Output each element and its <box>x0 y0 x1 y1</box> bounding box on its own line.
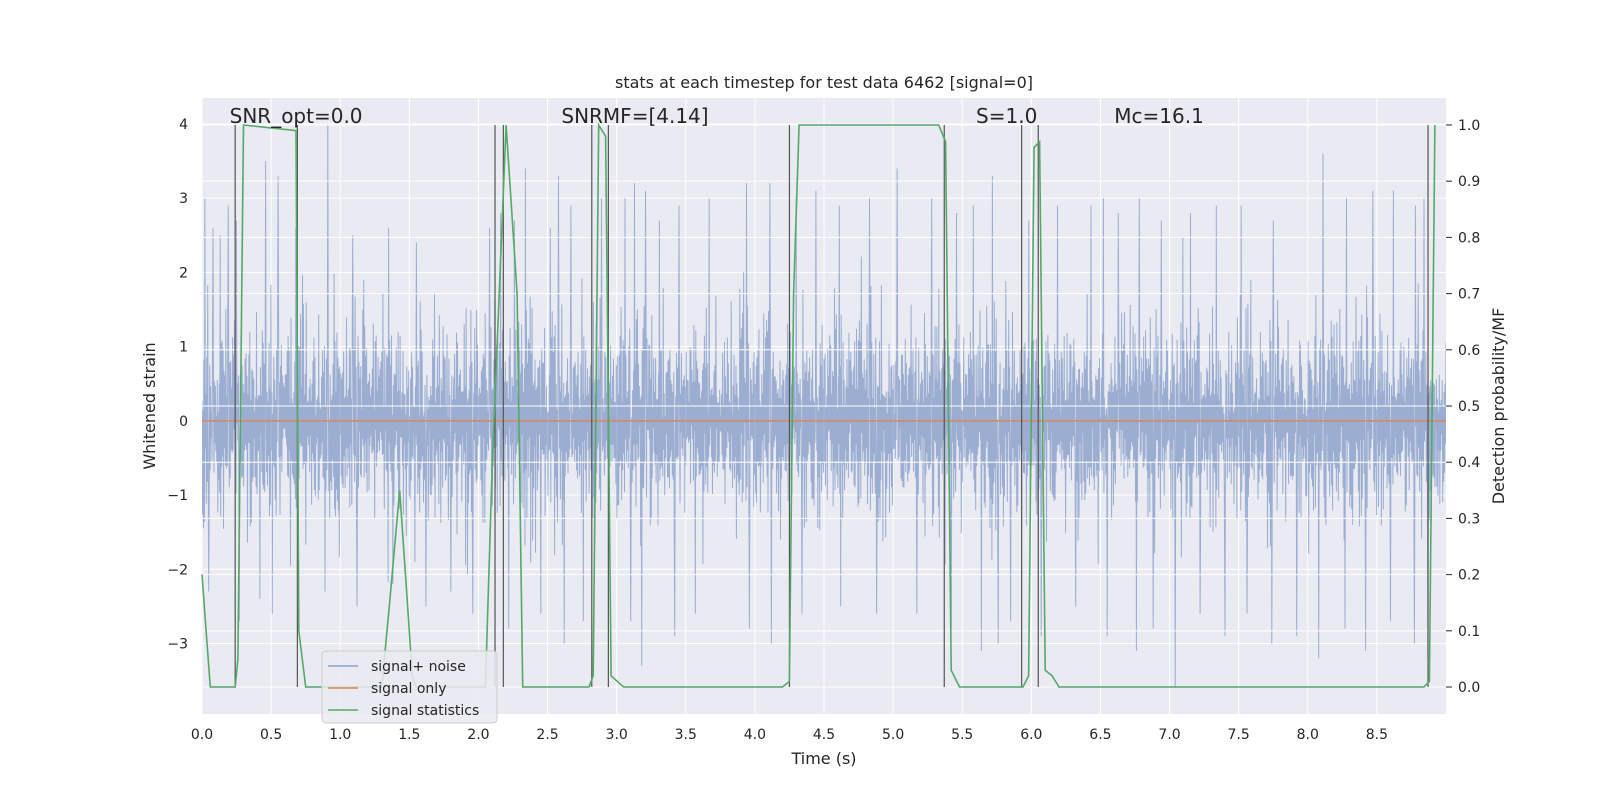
y2-tick-label-3: 0.7 <box>1458 287 1480 303</box>
x-tick-label-7: 3.5 <box>675 727 697 743</box>
y2-tick-label-1: 0.9 <box>1458 174 1480 190</box>
x-tick-label-12: 6.0 <box>1020 727 1042 743</box>
y-axis-label: Whitened strain <box>140 342 159 469</box>
legend-label-signal-only: signal only <box>371 681 446 697</box>
x-tick-label-15: 7.5 <box>1228 727 1250 743</box>
y-tick-label-2: 2 <box>179 265 188 281</box>
y-tick-label-0: 4 <box>179 117 188 133</box>
y2-tick-label-0: 1.0 <box>1458 118 1480 134</box>
y-tick-label-6: −2 <box>167 562 188 578</box>
y2-tick-label-6: 0.4 <box>1458 455 1480 471</box>
y-tick-label-7: −3 <box>167 636 188 652</box>
signal-noise-series <box>202 123 1446 689</box>
annotation-3: Mc=16.1 <box>1114 104 1204 128</box>
x-tick-label-17: 8.5 <box>1366 727 1388 743</box>
annotation-1: SNRMF=[4.14] <box>561 104 708 128</box>
x-tick-label-13: 6.5 <box>1089 727 1111 743</box>
x-tick-label-16: 8.0 <box>1297 727 1319 743</box>
y2-tick-label-10: 0.0 <box>1458 680 1480 696</box>
legend-box <box>321 650 498 724</box>
y2-tick-label-8: 0.2 <box>1458 568 1480 584</box>
chart-title: stats at each timestep for test data 646… <box>615 73 1033 92</box>
x-tick-label-6: 3.0 <box>606 727 628 743</box>
annotations: SNR_opt=0.0 SNRMF=[4.14] S=1.0 Mc=16.1 <box>230 104 1204 128</box>
y-tick-label-1: 3 <box>179 191 188 207</box>
x-tick-label-1: 0.5 <box>260 727 282 743</box>
annotation-2: S=1.0 <box>976 104 1037 128</box>
y-tick-label-5: −1 <box>167 488 188 504</box>
x-tick-label-0: 0.0 <box>191 727 213 743</box>
x-tick-label-4: 2.0 <box>467 727 489 743</box>
x-tick-label-11: 5.5 <box>951 727 973 743</box>
y2-tick-label-4: 0.6 <box>1458 343 1480 359</box>
signal-noise-line <box>202 123 1446 689</box>
x-tick-label-2: 1.0 <box>329 727 351 743</box>
signal-statistics-series <box>201 122 1436 688</box>
y2-axis-ticks: 1.0 0.9 0.8 0.7 0.6 0.5 0.4 0.3 0.2 0.1 0.0 <box>1446 118 1480 696</box>
y2-tick-label-5: 0.5 <box>1458 399 1480 415</box>
signal-statistics-line <box>201 122 1436 688</box>
y2-tick-label-2: 0.8 <box>1458 230 1480 246</box>
x-tick-label-3: 1.5 <box>398 727 420 743</box>
x-tick-label-5: 2.5 <box>536 727 558 743</box>
x-axis-ticks: 0.0 0.5 1.0 1.5 2.0 2.5 3.0 3.5 4.0 4.5 5.0 5.5 6.0 6… <box>191 727 1388 743</box>
legend-label-noise: signal+ noise <box>371 659 466 675</box>
y-tick-label-4: 0 <box>179 414 188 430</box>
x-axis-label: Time (s) <box>790 749 856 768</box>
y-axis-ticks: 4 3 2 1 0 −1 −2 −3 <box>167 117 188 653</box>
x-tick-label-14: 7.0 <box>1158 727 1180 743</box>
y2-tick-label-9: 0.1 <box>1458 624 1480 640</box>
x-tick-label-10: 5.0 <box>882 727 904 743</box>
y2-axis-label: Detection probability/MF <box>1489 308 1508 505</box>
y-tick-label-3: 1 <box>179 340 188 356</box>
x-tick-label-8: 4.0 <box>744 727 766 743</box>
legend: signal+ noise signal only signal statist… <box>321 650 498 724</box>
y2-tick-label-7: 0.3 <box>1458 511 1480 527</box>
annotation-0: SNR_opt=0.0 <box>230 104 363 128</box>
x-tick-label-9: 4.5 <box>813 727 835 743</box>
legend-label-statistics: signal statistics <box>371 703 479 719</box>
